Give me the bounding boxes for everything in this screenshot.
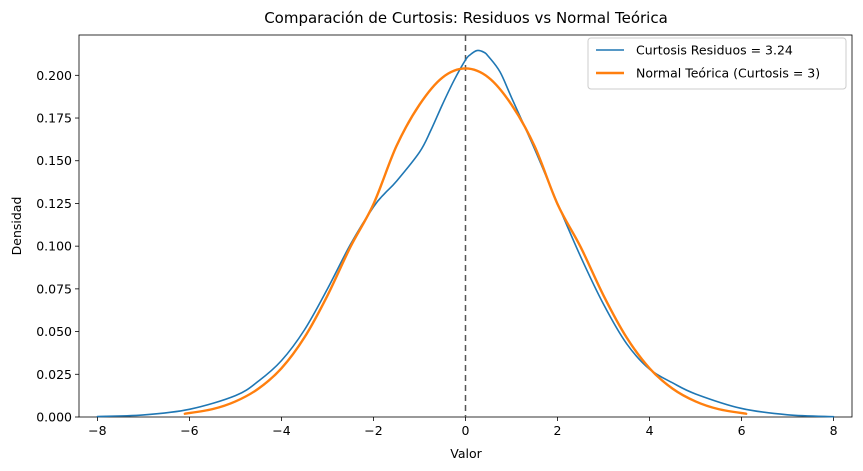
y-tick-label: 0.125 [36, 196, 72, 211]
x-tick-label: 4 [646, 423, 654, 438]
legend: Curtosis Residuos = 3.24 Normal Teórica … [587, 37, 847, 90]
x-tick-label: −8 [88, 423, 106, 438]
y-axis: 0.000 0.025 0.050 0.075 0.100 0.125 0.150 0.175… [36, 68, 79, 425]
x-tick-label: −2 [364, 423, 382, 438]
series-line-normal [183, 67, 748, 415]
legend-label-normal: Normal Teórica (Curtosis = 3) [636, 66, 820, 81]
y-tick-label: 0.075 [36, 281, 72, 296]
x-tick-label: −4 [272, 423, 290, 438]
x-tick-label: 8 [830, 423, 838, 438]
x-axis-title: Valor [450, 446, 482, 461]
y-tick-label: 0.025 [36, 367, 72, 382]
legend-box [587, 37, 847, 90]
series-line-residuos [96, 49, 835, 418]
series-layer [96, 49, 835, 418]
y-tick-label: 0.150 [36, 153, 72, 168]
chart-title: Comparación de Curtosis: Residuos vs Nor… [264, 9, 668, 27]
y-tick-label: 0.050 [36, 324, 72, 339]
plot-area: −8 −6 −4 −2 0 2 4 6 8 0.0000.0250.0500.0750.1000… [36, 34, 853, 438]
y-tick-label: 0.175 [36, 111, 72, 126]
y-tick-label: 0.100 [36, 239, 72, 254]
x-tick-label: 2 [554, 423, 562, 438]
x-tick-label: 6 [738, 423, 746, 438]
y-tick-label: 0.200 [36, 68, 72, 83]
legend-label-residuos: Curtosis Residuos = 3.24 [636, 43, 793, 58]
x-tick-label: −6 [180, 423, 198, 438]
y-axis-title: Densidad [9, 197, 24, 256]
x-axis: −8 −6 −4 −2 0 2 4 6 8 [88, 417, 838, 438]
x-tick-label: 0 [462, 423, 470, 438]
y-tick-label: 0.000 [36, 410, 72, 425]
